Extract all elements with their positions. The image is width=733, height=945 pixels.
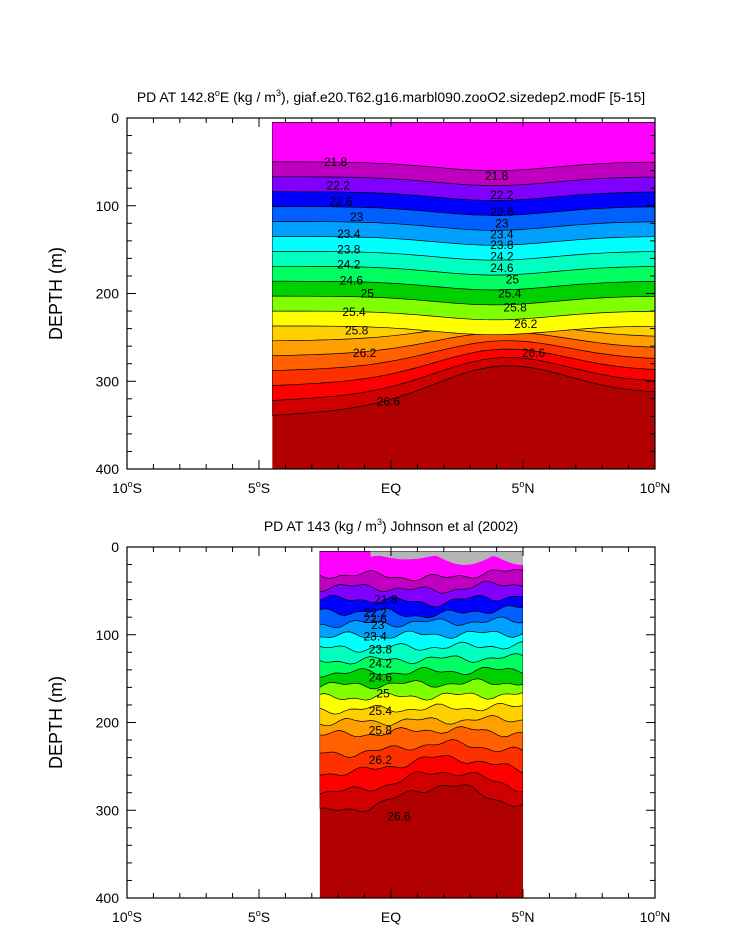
- x-tick-label: 5oS: [248, 908, 270, 925]
- contour-field: [272, 122, 655, 469]
- contour-label: 25.8: [503, 301, 527, 315]
- contour-label: 21.8: [374, 593, 398, 607]
- contour-label: 24.2: [490, 250, 514, 264]
- x-axis: 10oS 5oS EQ 5oN 10oN: [112, 118, 670, 496]
- y-tick-label: 300: [96, 373, 120, 389]
- chart-title: PD AT 143 (kg / m3) Johnson et al (2002): [264, 517, 518, 534]
- contour-label: 22.6: [329, 194, 353, 208]
- contour-label: 22.2: [490, 188, 514, 202]
- contour-label: 23.8: [369, 643, 393, 657]
- contour-label: 25.4: [342, 305, 366, 319]
- y-tick-label: 200: [96, 715, 120, 731]
- contour-label: 26.2: [369, 753, 393, 767]
- y-tick-label: 200: [96, 286, 120, 302]
- contour-label: 25: [376, 687, 390, 701]
- contour-label: 23.8: [490, 238, 514, 252]
- contour-field: [319, 551, 523, 898]
- x-tick-label: 5oN: [512, 479, 535, 496]
- contour-label: 26.2: [514, 317, 538, 331]
- x-tick-label: 5oN: [512, 908, 535, 925]
- y-tick-label: 400: [96, 461, 120, 477]
- contour-label: 24.6: [490, 261, 514, 275]
- contour-label: 22.2: [363, 606, 387, 620]
- contour-label: 26.6: [387, 809, 411, 823]
- x-axis: 10oS 5oS EQ 5oN 10oN: [112, 547, 670, 925]
- contour-label: 24.2: [337, 258, 361, 272]
- x-tick-label: EQ: [381, 909, 401, 925]
- contour-label: 21.8: [485, 169, 509, 183]
- x-tick-label: 5oS: [248, 479, 270, 496]
- panel-2: PD AT 143 (kg / m3) Johnson et al (2002)…: [46, 517, 670, 925]
- y-tick-label: 100: [96, 198, 120, 214]
- contour-label: 25.4: [498, 287, 522, 301]
- contour-label: 24.6: [369, 671, 393, 685]
- contour-label: 22.6: [363, 612, 387, 626]
- y-axis-label: DEPTH (m): [46, 247, 66, 340]
- x-tick-label: 10oS: [112, 479, 142, 496]
- contour-label: 23: [495, 216, 509, 230]
- y-tick-label: 100: [96, 627, 120, 643]
- contour-label: 23.4: [337, 227, 361, 241]
- x-tick-label: 10oS: [112, 908, 142, 925]
- contour-label: 25: [506, 272, 520, 286]
- contour-label: 26.6: [522, 346, 546, 360]
- contour-label: 26.2: [353, 346, 377, 360]
- y-axis: 0 100 200 300 400: [96, 110, 655, 477]
- contour-label: 22.2: [327, 179, 351, 193]
- y-tick-label: 300: [96, 802, 120, 818]
- x-tick-label: EQ: [381, 480, 401, 496]
- x-tick-label: 10oN: [640, 479, 671, 496]
- contour-label: 23.4: [363, 630, 387, 644]
- contour-label: 25: [361, 287, 375, 301]
- x-tick-label: 10oN: [640, 908, 671, 925]
- contour-label: 21.8: [324, 155, 348, 169]
- chart-title: PD AT 142.8oE (kg / m3), giaf.e20.T62.g1…: [137, 88, 645, 105]
- fill-band: [272, 122, 655, 171]
- panel-1: PD AT 142.8oE (kg / m3), giaf.e20.T62.g1…: [46, 88, 670, 496]
- y-axis: 0 100 200 300 400: [96, 539, 655, 906]
- y-tick-label: 0: [111, 110, 119, 126]
- contour-label: 26.6: [377, 394, 401, 408]
- contour-label: 22.6: [490, 205, 514, 219]
- contour-label: 23: [350, 210, 364, 224]
- contour-label: 23: [371, 618, 385, 632]
- contour-label: 23.4: [490, 228, 514, 242]
- missing-data: [370, 551, 523, 565]
- contour-label: 24.6: [340, 273, 364, 287]
- contour-label: 24.2: [369, 657, 393, 671]
- y-axis-label: DEPTH (m): [46, 676, 66, 769]
- y-tick-label: 400: [96, 890, 120, 906]
- contour-label: 25.8: [369, 723, 393, 737]
- contour-label: 25.4: [369, 704, 393, 718]
- contour-label: 25.8: [345, 323, 369, 337]
- contour-label: 23.8: [337, 243, 361, 257]
- y-tick-label: 0: [111, 539, 119, 555]
